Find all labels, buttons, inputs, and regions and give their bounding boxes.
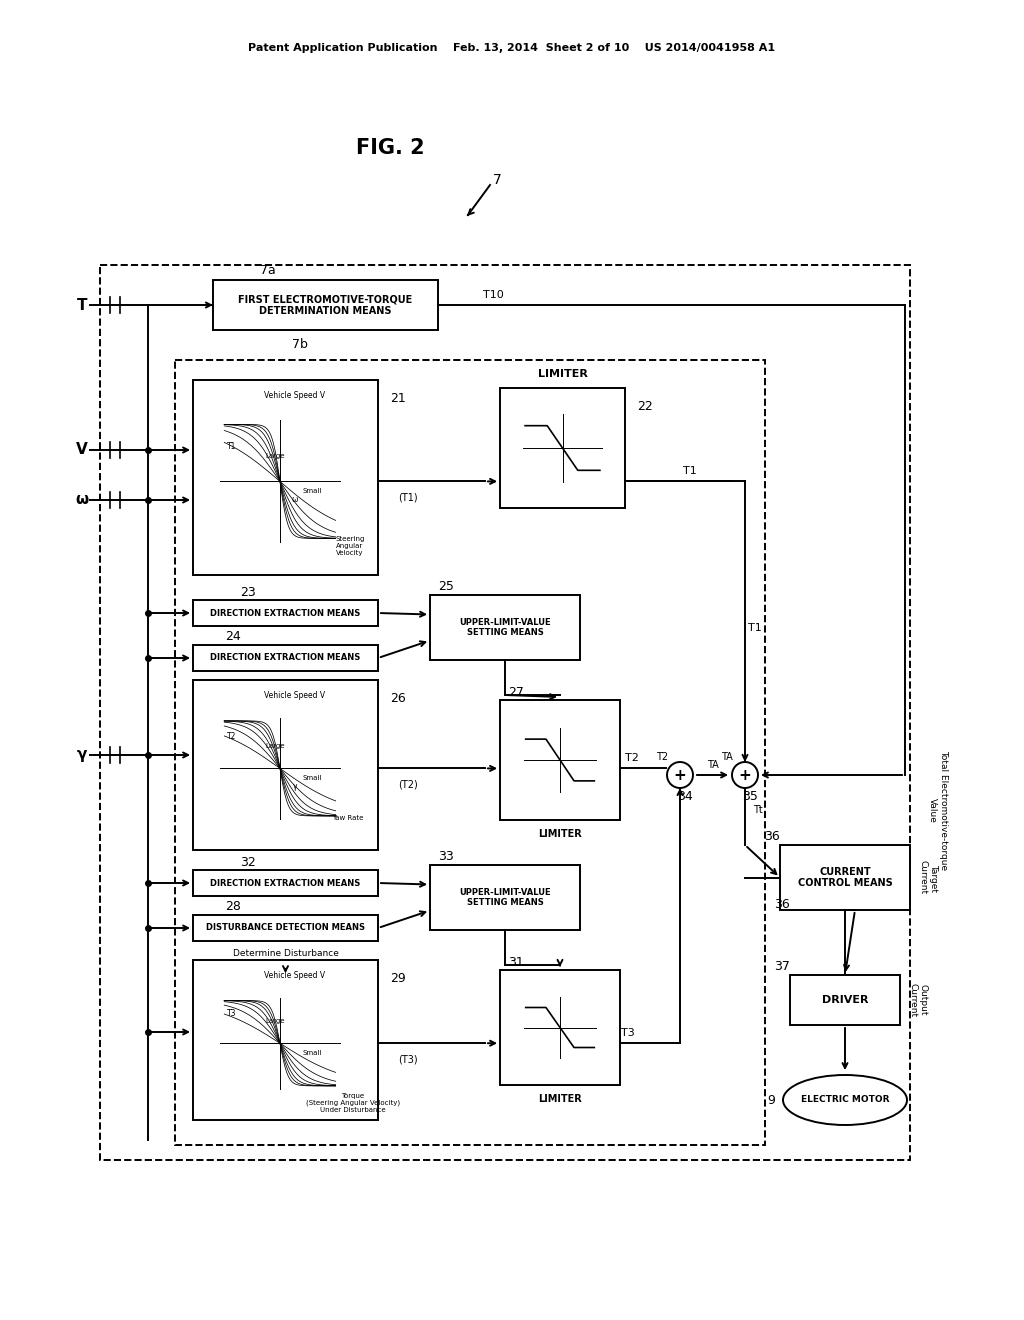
Text: 36: 36: [774, 898, 790, 911]
Bar: [500, 388, 625, 508]
Text: 34: 34: [677, 791, 693, 804]
Text: 36: 36: [764, 830, 780, 843]
Text: DIRECTION EXTRACTION MEANS: DIRECTION EXTRACTION MEANS: [210, 879, 360, 887]
Text: T3: T3: [227, 1008, 237, 1018]
Text: 28: 28: [225, 900, 241, 913]
Text: ω: ω: [76, 492, 88, 507]
Text: γ: γ: [293, 781, 297, 791]
Bar: [193, 601, 378, 626]
Text: Target
Current: Target Current: [919, 861, 938, 895]
Text: 25: 25: [438, 581, 454, 594]
Text: Total Electromotive-torque
Value: Total Electromotive-torque Value: [929, 750, 947, 870]
Bar: [193, 870, 378, 896]
Text: 21: 21: [390, 392, 406, 404]
Text: Tt: Tt: [753, 805, 763, 814]
Text: +: +: [674, 767, 686, 783]
Text: Yaw Rate: Yaw Rate: [333, 816, 364, 821]
Text: 7: 7: [493, 173, 502, 187]
Text: T3: T3: [622, 1028, 635, 1039]
Text: 26: 26: [390, 692, 406, 705]
Text: 37: 37: [774, 961, 790, 974]
Bar: [175, 360, 765, 1144]
Bar: [430, 865, 580, 931]
Text: 31: 31: [508, 956, 523, 969]
Text: Vehicle Speed V: Vehicle Speed V: [264, 692, 326, 701]
Text: ELECTRIC MOTOR: ELECTRIC MOTOR: [801, 1096, 889, 1105]
Text: DIRECTION EXTRACTION MEANS: DIRECTION EXTRACTION MEANS: [210, 609, 360, 618]
Text: Small: Small: [302, 775, 322, 781]
Text: Large: Large: [265, 453, 285, 459]
Text: T: T: [77, 297, 87, 313]
Bar: [100, 265, 910, 1160]
Bar: [213, 280, 438, 330]
Text: Determine Disturbance: Determine Disturbance: [232, 949, 339, 958]
Text: Steering
Angular
Velocity: Steering Angular Velocity: [335, 536, 365, 557]
Text: 9: 9: [767, 1093, 775, 1106]
Text: TA: TA: [707, 760, 719, 770]
Text: LIMITER: LIMITER: [539, 1094, 582, 1104]
Bar: [780, 845, 910, 909]
Bar: [193, 915, 378, 941]
Text: 22: 22: [637, 400, 652, 412]
Text: Vehicle Speed V: Vehicle Speed V: [264, 972, 326, 981]
Text: Output
Current: Output Current: [908, 983, 928, 1018]
Text: T10: T10: [482, 290, 504, 300]
Text: Large: Large: [265, 1018, 285, 1024]
Text: 27: 27: [508, 685, 524, 698]
Bar: [430, 595, 580, 660]
Bar: [790, 975, 900, 1026]
Text: DRIVER: DRIVER: [821, 995, 868, 1005]
Text: DISTURBANCE DETECTION MEANS: DISTURBANCE DETECTION MEANS: [206, 924, 365, 932]
Text: TA: TA: [721, 752, 733, 762]
Text: Patent Application Publication    Feb. 13, 2014  Sheet 2 of 10    US 2014/004195: Patent Application Publication Feb. 13, …: [249, 44, 775, 53]
Text: UPPER-LIMIT-VALUE
SETTING MEANS: UPPER-LIMIT-VALUE SETTING MEANS: [459, 888, 551, 907]
Bar: [193, 960, 378, 1119]
Ellipse shape: [783, 1074, 907, 1125]
Text: 23: 23: [240, 586, 256, 598]
Text: FIG. 2: FIG. 2: [355, 139, 424, 158]
Text: LIMITER: LIMITER: [538, 370, 588, 379]
Text: 7a: 7a: [260, 264, 275, 276]
Bar: [193, 680, 378, 850]
Text: 24: 24: [225, 631, 241, 644]
Text: T2: T2: [656, 752, 668, 762]
Text: V: V: [76, 442, 88, 458]
Text: 32: 32: [240, 855, 256, 869]
Text: T2: T2: [625, 754, 639, 763]
Text: T1: T1: [683, 466, 697, 477]
Text: DIRECTION EXTRACTION MEANS: DIRECTION EXTRACTION MEANS: [210, 653, 360, 663]
Text: 29: 29: [390, 972, 406, 985]
Bar: [193, 645, 378, 671]
Text: +: +: [738, 767, 752, 783]
Text: Small: Small: [302, 1051, 322, 1056]
Bar: [193, 380, 378, 576]
Circle shape: [732, 762, 758, 788]
Text: (T3): (T3): [398, 1055, 418, 1064]
Bar: [500, 970, 620, 1085]
Text: Large: Large: [265, 743, 285, 750]
Text: Small: Small: [302, 488, 322, 495]
Text: FIRST ELECTROMOTIVE-TORQUE
DETERMINATION MEANS: FIRST ELECTROMOTIVE-TORQUE DETERMINATION…: [239, 294, 413, 315]
Text: Torque
(Steering Angular Velocity)
Under Disturbance: Torque (Steering Angular Velocity) Under…: [306, 1093, 400, 1114]
Text: 7b: 7b: [292, 338, 308, 351]
Text: 33: 33: [438, 850, 454, 863]
Text: 35: 35: [742, 791, 758, 804]
Bar: [500, 700, 620, 820]
Text: γ: γ: [77, 747, 87, 763]
Text: LIMITER: LIMITER: [539, 829, 582, 840]
Text: Vehicle Speed V: Vehicle Speed V: [264, 392, 326, 400]
Text: T1: T1: [227, 442, 237, 451]
Text: (T1): (T1): [398, 492, 418, 503]
Text: T1: T1: [749, 623, 762, 634]
Text: T2: T2: [227, 731, 237, 741]
Text: CURRENT
CONTROL MEANS: CURRENT CONTROL MEANS: [798, 867, 892, 888]
Text: UPPER-LIMIT-VALUE
SETTING MEANS: UPPER-LIMIT-VALUE SETTING MEANS: [459, 618, 551, 638]
Text: ω: ω: [292, 495, 298, 504]
Text: (T2): (T2): [398, 779, 418, 789]
Circle shape: [667, 762, 693, 788]
